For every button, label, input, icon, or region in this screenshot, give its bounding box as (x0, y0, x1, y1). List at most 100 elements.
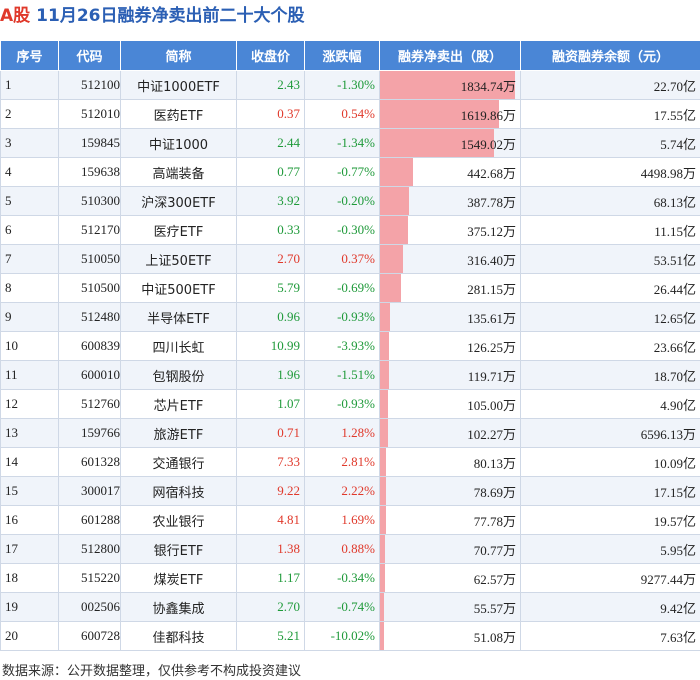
cell-net-sell: 51.08万 (379, 621, 521, 651)
table-row[interactable]: 2 512010 医药ETF 0.37 0.54% 1619.86万 17.55亿 (0, 99, 700, 129)
net-sell-bar (380, 274, 401, 302)
cell-seq: 1 (0, 70, 59, 100)
cell-name: 中证1000 (120, 128, 237, 158)
table-row[interactable]: 18 515220 煤炭ETF 1.17 -0.34% 62.57万 9277.44万 (0, 563, 700, 593)
cell-close: 0.96 (236, 302, 305, 332)
cell-net-sell: 62.57万 (379, 563, 521, 593)
table-row[interactable]: 5 510300 沪深300ETF 3.92 -0.20% 387.78万 68.13亿 (0, 186, 700, 216)
cell-balance: 26.44亿 (520, 273, 700, 303)
cell-change: 0.88% (304, 534, 380, 564)
cell-change: -0.34% (304, 563, 380, 593)
table-row[interactable]: 1 512100 中证1000ETF 2.43 -1.30% 1834.74万 22.70亿 (0, 70, 700, 100)
cell-change: 2.22% (304, 476, 380, 506)
cell-change: -0.93% (304, 302, 380, 332)
cell-name: 半导体ETF (120, 302, 237, 332)
cell-close: 1.96 (236, 360, 305, 390)
cell-balance: 22.70亿 (520, 70, 700, 100)
col-header-name[interactable]: 简称 (120, 40, 237, 71)
net-sell-label: 78.69万 (473, 484, 516, 500)
cell-code: 600839 (58, 331, 121, 361)
cell-change: -0.30% (304, 215, 380, 245)
title-text: 11月26日融券净卖出前二十大个股 (36, 6, 305, 26)
cell-name: 煤炭ETF (120, 563, 237, 593)
net-sell-bar (380, 361, 389, 389)
cell-balance: 18.70亿 (520, 360, 700, 390)
col-header-code[interactable]: 代码 (58, 40, 121, 71)
net-sell-bar (380, 216, 408, 244)
net-sell-label: 316.40万 (467, 252, 516, 268)
table-row[interactable]: 10 600839 四川长虹 10.99 -3.93% 126.25万 23.66亿 (0, 331, 700, 361)
cell-name: 协鑫集成 (120, 592, 237, 622)
cell-balance: 5.74亿 (520, 128, 700, 158)
table-row[interactable]: 13 159766 旅游ETF 0.71 1.28% 102.27万 6596.13万 (0, 418, 700, 448)
cell-seq: 16 (0, 505, 59, 535)
table-row[interactable]: 19 002506 协鑫集成 2.70 -0.74% 55.57万 9.42亿 (0, 592, 700, 622)
table-row[interactable]: 8 510500 中证500ETF 5.79 -0.69% 281.15万 26.44亿 (0, 273, 700, 303)
table-row[interactable]: 15 300017 网宿科技 9.22 2.22% 78.69万 17.15亿 (0, 476, 700, 506)
table-row[interactable]: 3 159845 中证1000 2.44 -1.34% 1549.02万 5.74亿 (0, 128, 700, 158)
cell-seq: 11 (0, 360, 59, 390)
cell-balance: 9.42亿 (520, 592, 700, 622)
cell-close: 2.43 (236, 70, 305, 100)
cell-balance: 68.13亿 (520, 186, 700, 216)
cell-change: -0.20% (304, 186, 380, 216)
net-sell-bar (380, 506, 386, 534)
cell-code: 159766 (58, 418, 121, 448)
cell-close: 0.33 (236, 215, 305, 245)
cell-close: 0.77 (236, 157, 305, 187)
table-row[interactable]: 9 512480 半导体ETF 0.96 -0.93% 135.61万 12.65亿 (0, 302, 700, 332)
cell-net-sell: 70.77万 (379, 534, 521, 564)
cell-seq: 5 (0, 186, 59, 216)
cell-code: 601288 (58, 505, 121, 535)
table-row[interactable]: 11 600010 包钢股份 1.96 -1.51% 119.71万 18.70亿 (0, 360, 700, 390)
cell-name: 高端装备 (120, 157, 237, 187)
table-row[interactable]: 6 512170 医疗ETF 0.33 -0.30% 375.12万 11.15亿 (0, 215, 700, 245)
table-row[interactable]: 16 601288 农业银行 4.81 1.69% 77.78万 19.57亿 (0, 505, 700, 535)
cell-code: 601328 (58, 447, 121, 477)
net-sell-bar (380, 129, 494, 157)
cell-name: 佳都科技 (120, 621, 237, 651)
cell-net-sell: 105.00万 (379, 389, 521, 419)
col-header-close[interactable]: 收盘价 (236, 40, 305, 71)
net-sell-label: 102.27万 (467, 426, 516, 442)
table-row[interactable]: 20 600728 佳都科技 5.21 -10.02% 51.08万 7.63亿 (0, 621, 700, 651)
table-row[interactable]: 4 159638 高端装备 0.77 -0.77% 442.68万 4498.98万 (0, 157, 700, 187)
cell-code: 512010 (58, 99, 121, 129)
net-sell-table: 序号 代码 简称 收盘价 涨跌幅 融券净卖出（股） 融资融券余额（元） 1 512… (0, 40, 700, 651)
cell-code: 515220 (58, 563, 121, 593)
cell-close: 7.33 (236, 447, 305, 477)
cell-net-sell: 1549.02万 (379, 128, 521, 158)
col-header-balance[interactable]: 融资融券余额（元） (520, 40, 700, 71)
cell-net-sell: 55.57万 (379, 592, 521, 622)
col-header-seq[interactable]: 序号 (0, 40, 59, 71)
col-header-net-sell[interactable]: 融券净卖出（股） (379, 40, 521, 71)
cell-name: 包钢股份 (120, 360, 237, 390)
cell-change: -0.69% (304, 273, 380, 303)
net-sell-bar (380, 303, 390, 331)
cell-seq: 10 (0, 331, 59, 361)
table-row[interactable]: 17 512800 银行ETF 1.38 0.88% 70.77万 5.95亿 (0, 534, 700, 564)
net-sell-label: 135.61万 (467, 310, 516, 326)
col-header-change[interactable]: 涨跌幅 (304, 40, 380, 71)
cell-close: 10.99 (236, 331, 305, 361)
net-sell-label: 281.15万 (467, 281, 516, 297)
net-sell-label: 1619.86万 (460, 107, 516, 123)
table-row[interactable]: 14 601328 交通银行 7.33 2.81% 80.13万 10.09亿 (0, 447, 700, 477)
cell-code: 510500 (58, 273, 121, 303)
cell-code: 512170 (58, 215, 121, 245)
cell-balance: 23.66亿 (520, 331, 700, 361)
cell-change: -0.93% (304, 389, 380, 419)
net-sell-label: 55.57万 (473, 600, 516, 616)
net-sell-bar (380, 593, 384, 621)
source-note: 数据来源：公开数据整理，仅供参考不构成投资建议 (2, 664, 302, 679)
table-row[interactable]: 7 510050 上证50ETF 2.70 0.37% 316.40万 53.51亿 (0, 244, 700, 274)
net-sell-label: 77.78万 (473, 513, 516, 529)
cell-close: 3.92 (236, 186, 305, 216)
net-sell-label: 70.77万 (473, 542, 516, 558)
cell-close: 1.38 (236, 534, 305, 564)
cell-name: 中证500ETF (120, 273, 237, 303)
table-row[interactable]: 12 512760 芯片ETF 1.07 -0.93% 105.00万 4.90亿 (0, 389, 700, 419)
net-sell-label: 375.12万 (467, 223, 516, 239)
cell-seq: 19 (0, 592, 59, 622)
cell-seq: 13 (0, 418, 59, 448)
